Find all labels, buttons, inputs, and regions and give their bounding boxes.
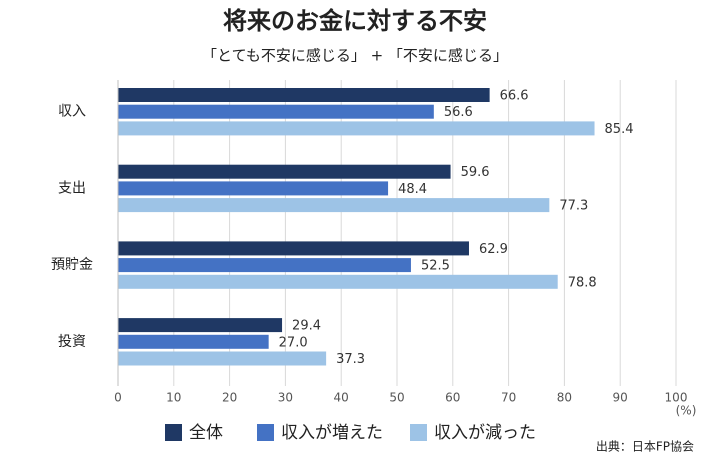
legend-label: 全体	[189, 423, 223, 443]
x-tick-label: 90	[613, 391, 628, 405]
bar	[118, 334, 269, 349]
x-tick-label: 70	[501, 391, 516, 405]
legend-swatch	[257, 424, 274, 441]
data-label: 52.5	[421, 259, 450, 274]
legend-label: 収入が増えた	[281, 423, 383, 443]
x-unit: (%)	[676, 404, 697, 418]
x-tick-label: 80	[557, 391, 572, 405]
bar	[118, 198, 550, 213]
data-label: 85.4	[605, 122, 634, 137]
data-label: 59.6	[461, 165, 490, 180]
y-tick-label: 支出	[58, 180, 86, 196]
x-tick-label: 50	[389, 391, 404, 405]
chart-subtitle: 「とても不安に感じる」 + 「不安に感じる」	[202, 47, 508, 65]
bar	[118, 164, 451, 179]
y-tick-label: 投資	[58, 334, 86, 350]
bar	[118, 351, 327, 366]
data-label: 29.4	[292, 319, 321, 334]
bar	[118, 274, 558, 289]
data-label: 48.4	[398, 182, 427, 197]
x-tick-label: 0	[114, 391, 122, 405]
legend-label: 収入が減った	[434, 423, 536, 443]
bar	[118, 318, 283, 333]
data-label: 56.6	[444, 105, 473, 120]
x-tick-label: 60	[445, 391, 460, 405]
y-tick-label: 預貯金	[51, 257, 93, 273]
x-tick-label: 100	[665, 391, 688, 405]
x-tick-label: 20	[222, 391, 237, 405]
y-tick-label: 収入	[58, 104, 86, 120]
legend-swatch	[410, 424, 427, 441]
bar	[118, 104, 434, 119]
data-label: 37.3	[336, 352, 365, 367]
chart-title: 将来のお金に対する不安	[223, 7, 487, 35]
bar	[118, 88, 490, 102]
x-tick-label: 10	[166, 391, 181, 405]
data-label: 78.8	[568, 275, 597, 290]
bar	[118, 258, 411, 273]
bar	[118, 181, 389, 196]
x-tick-label: 40	[334, 391, 349, 405]
data-label: 77.3	[559, 199, 588, 214]
source: 出典：日本FP協会	[596, 439, 694, 454]
data-label: 27.0	[279, 335, 308, 350]
data-label: 62.9	[479, 242, 508, 257]
bar	[118, 241, 469, 256]
legend-swatch	[165, 424, 182, 441]
bar	[118, 121, 595, 136]
data-label: 66.6	[500, 89, 529, 104]
x-tick-label: 30	[278, 391, 293, 405]
